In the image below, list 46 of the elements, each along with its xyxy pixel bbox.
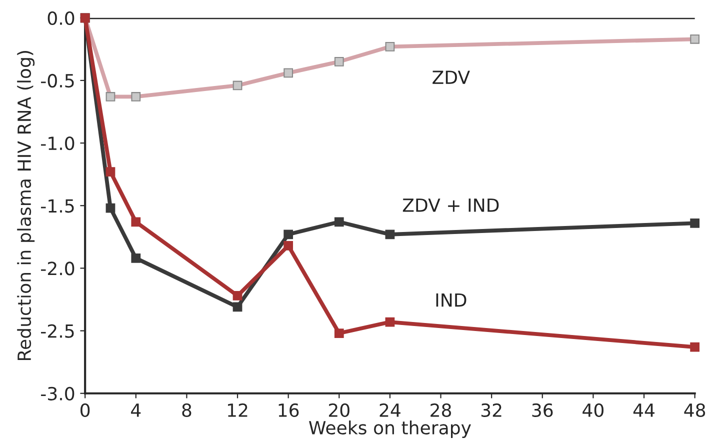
point bbox=[385, 42, 395, 52]
point bbox=[690, 34, 700, 44]
point bbox=[385, 317, 395, 327]
y-tick-label: -2.0 bbox=[41, 262, 74, 276]
y-tick-label: -2.5 bbox=[41, 324, 74, 338]
x-tick-label: 12 bbox=[228, 403, 248, 417]
y-tick-label: 0.0 bbox=[48, 11, 74, 25]
series-label: ZDV + IND bbox=[402, 198, 499, 212]
point bbox=[106, 92, 116, 102]
point bbox=[106, 203, 116, 213]
point bbox=[385, 230, 395, 240]
y-tick-label: -3.0 bbox=[41, 386, 74, 400]
x-tick-label: 8 bbox=[182, 403, 192, 418]
point bbox=[284, 68, 294, 78]
point bbox=[334, 57, 344, 66]
x-tick-label: 0 bbox=[80, 403, 90, 418]
point bbox=[284, 230, 294, 240]
x-tick-label: 40 bbox=[582, 403, 604, 418]
point bbox=[232, 302, 242, 312]
point bbox=[131, 217, 141, 227]
point bbox=[232, 291, 242, 300]
point bbox=[131, 92, 141, 102]
x-tick-label: 44 bbox=[633, 404, 654, 417]
x-tick-label: 16 bbox=[278, 403, 299, 418]
y-tick-label: -1.5 bbox=[41, 199, 74, 213]
x-tick-label: 48 bbox=[684, 403, 706, 418]
y-axis-title: Reduction in plasma HIV RNA (log) bbox=[17, 51, 35, 360]
y-tick-label: -0.5 bbox=[41, 74, 74, 88]
series-label: IND bbox=[436, 293, 466, 307]
point bbox=[334, 217, 344, 227]
x-tick-label: 20 bbox=[328, 403, 350, 418]
y-tick-label: -1.0 bbox=[41, 136, 74, 150]
point bbox=[690, 342, 700, 352]
x-tick-label: 32 bbox=[481, 403, 502, 418]
x-tick-label: 28 bbox=[430, 403, 452, 418]
x-axis-title: Weeks on therapy bbox=[309, 420, 471, 438]
series-label: ZDV bbox=[432, 70, 470, 84]
x-tick-label: 36 bbox=[532, 403, 553, 418]
point bbox=[106, 167, 116, 177]
point bbox=[690, 218, 700, 228]
x-tick-label: 4 bbox=[131, 404, 141, 417]
point bbox=[334, 328, 344, 338]
x-tick-label: 24 bbox=[380, 403, 400, 417]
point bbox=[284, 240, 294, 250]
point bbox=[232, 80, 242, 90]
point bbox=[131, 254, 141, 263]
